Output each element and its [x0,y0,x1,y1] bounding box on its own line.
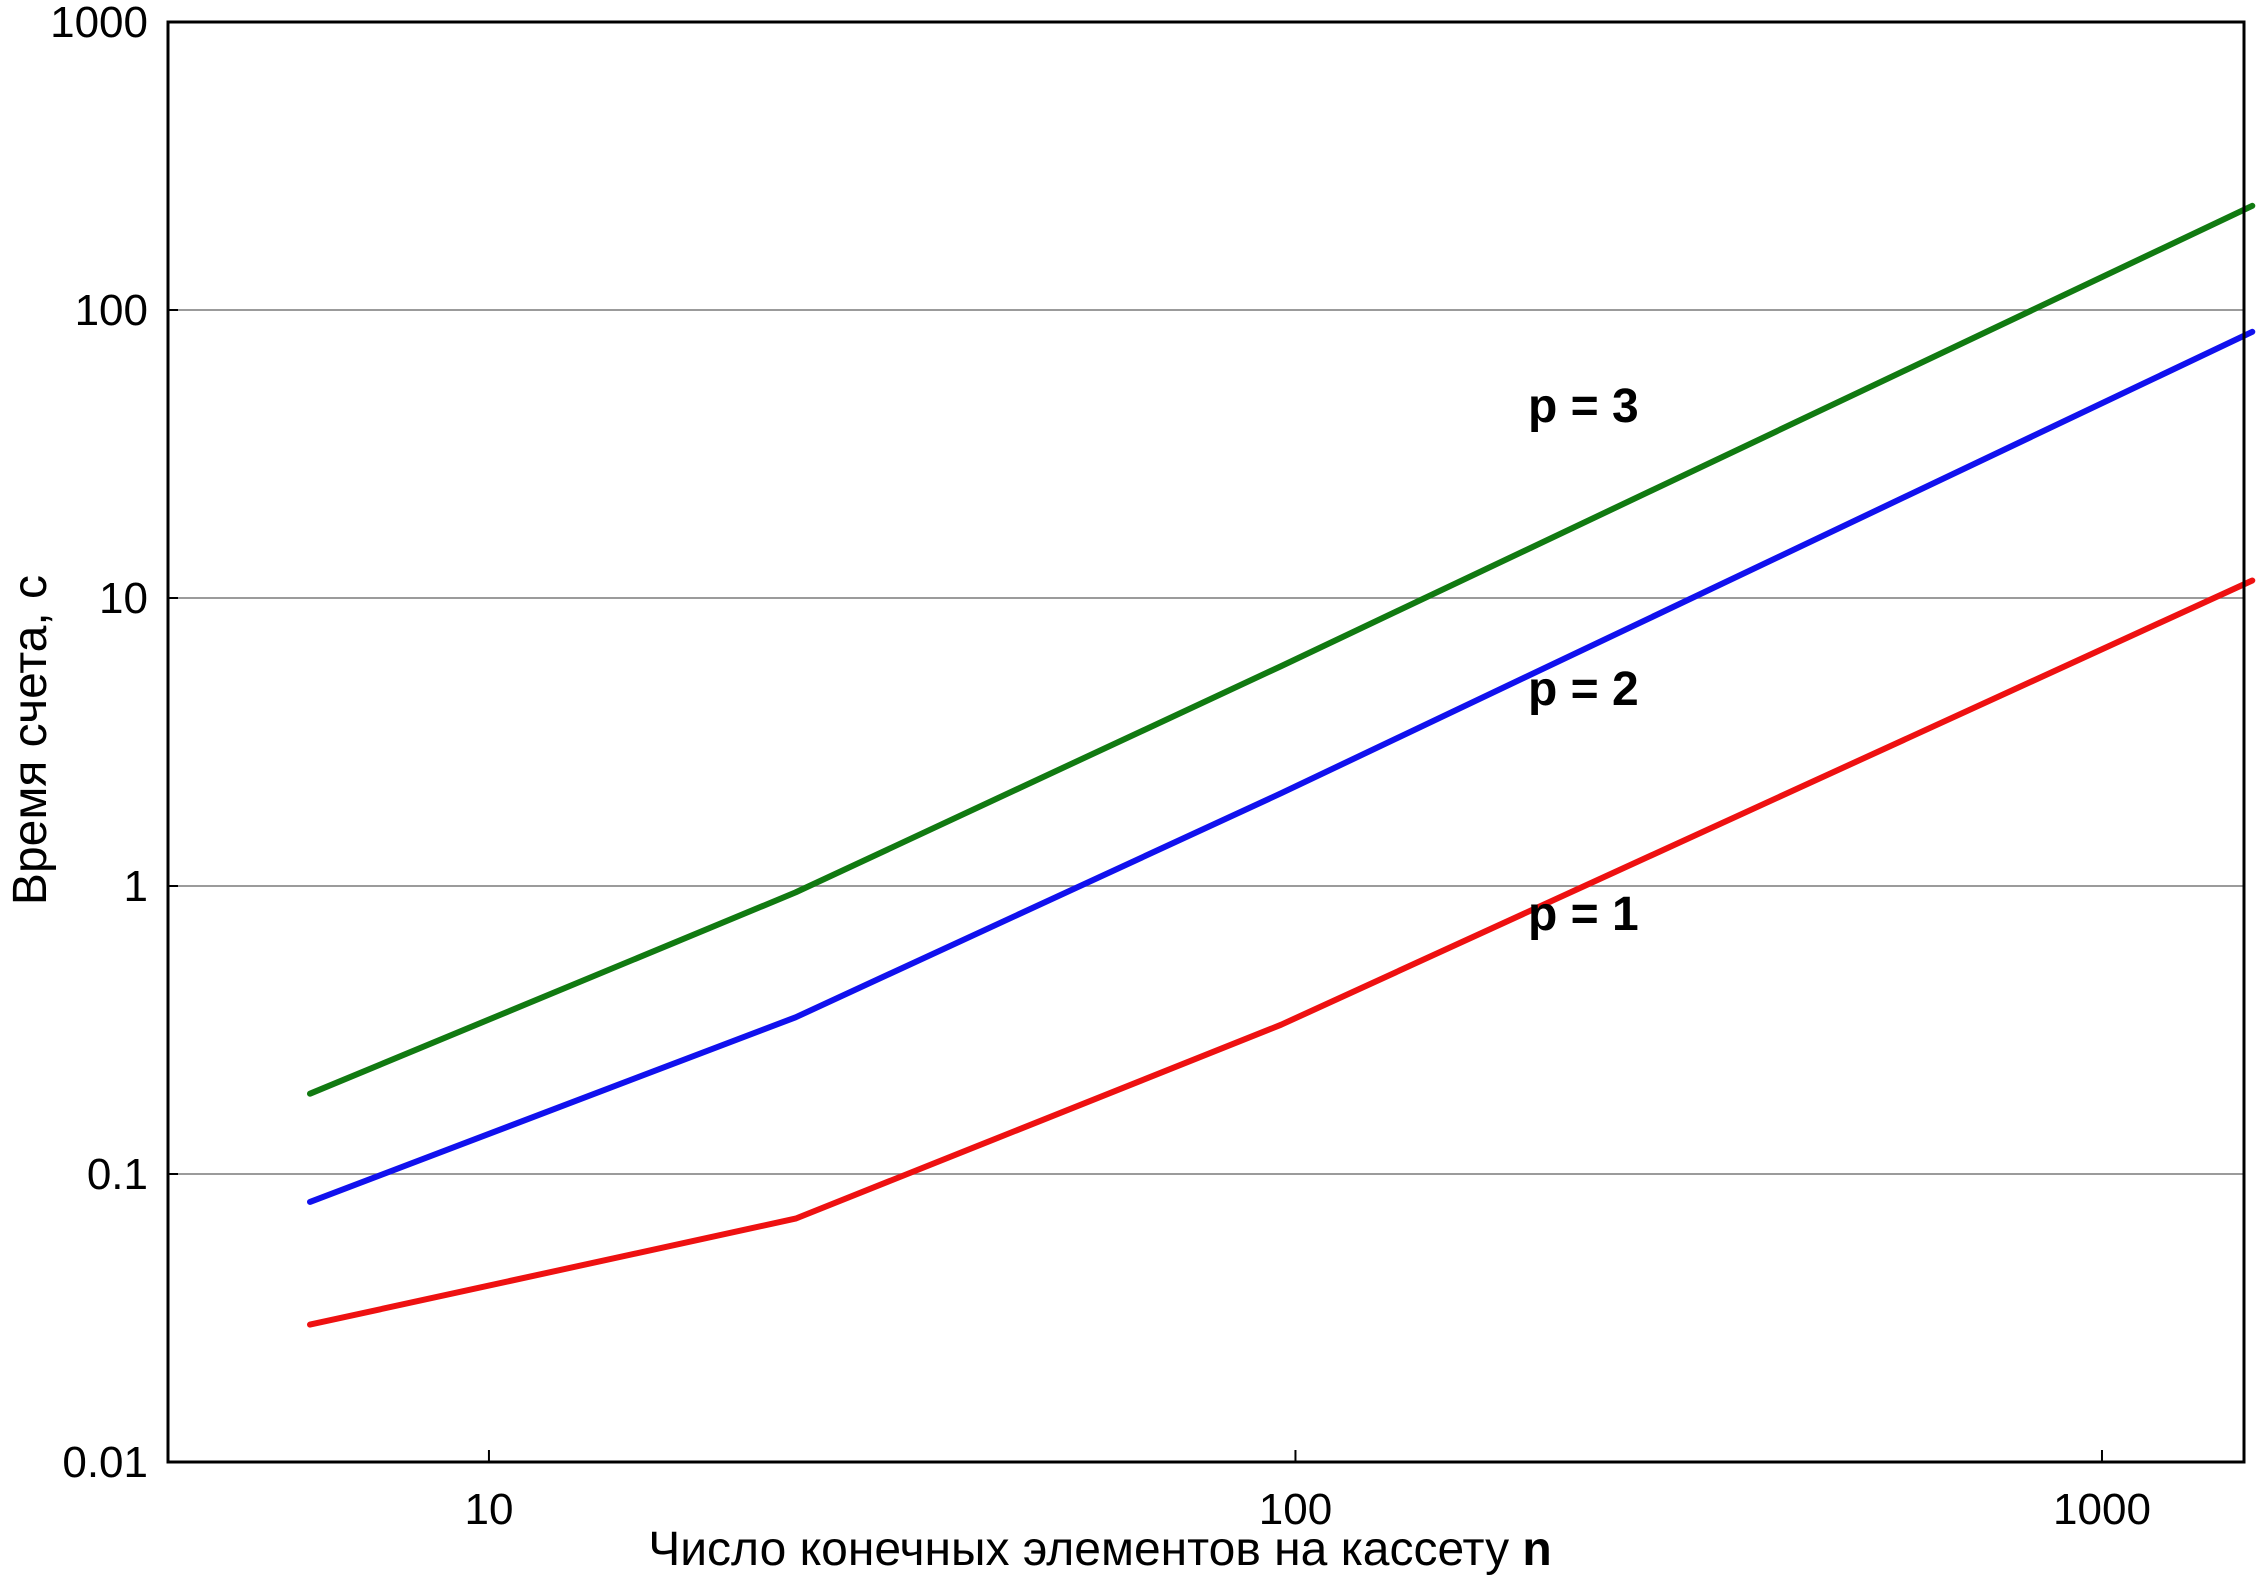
x-tick-label: 10 [464,1485,513,1534]
series-line-p2 [307,328,2256,1205]
x-axis-title: Число конечных элементов на кассету n [648,1523,1551,1576]
y-axis-ticks: 0.01 0.1 1 10 100 1000 [50,0,178,1487]
series-lines [307,202,2256,1328]
series-label-p3: p = 3 [1528,380,1639,433]
grid-lines [168,309,2244,1175]
series-label-p2: p = 2 [1528,663,1639,716]
x-tick-label: 1000 [2053,1485,2151,1534]
series-line-p1 [307,577,2256,1328]
y-tick-label: 0.01 [62,1438,148,1487]
x-tick-label: 100 [1259,1485,1332,1534]
y-tick-label: 100 [75,286,148,335]
x-axis-ticks: 10 100 1000 [464,1450,2151,1534]
y-tick-label: 0.1 [87,1150,148,1199]
y-axis-title: Время счета, с [4,575,57,905]
y-tick-label: 10 [99,574,148,623]
series-label-p1: p = 1 [1528,888,1639,941]
y-tick-label: 1000 [50,0,148,47]
plot-frame [166,20,2246,1464]
series-line-p3 [307,202,2256,1097]
series-labels: p = 1 p = 2 p = 3 [1528,380,1639,941]
y-tick-label: 1 [124,862,148,911]
x-axis-variable: n [1522,1523,1551,1576]
